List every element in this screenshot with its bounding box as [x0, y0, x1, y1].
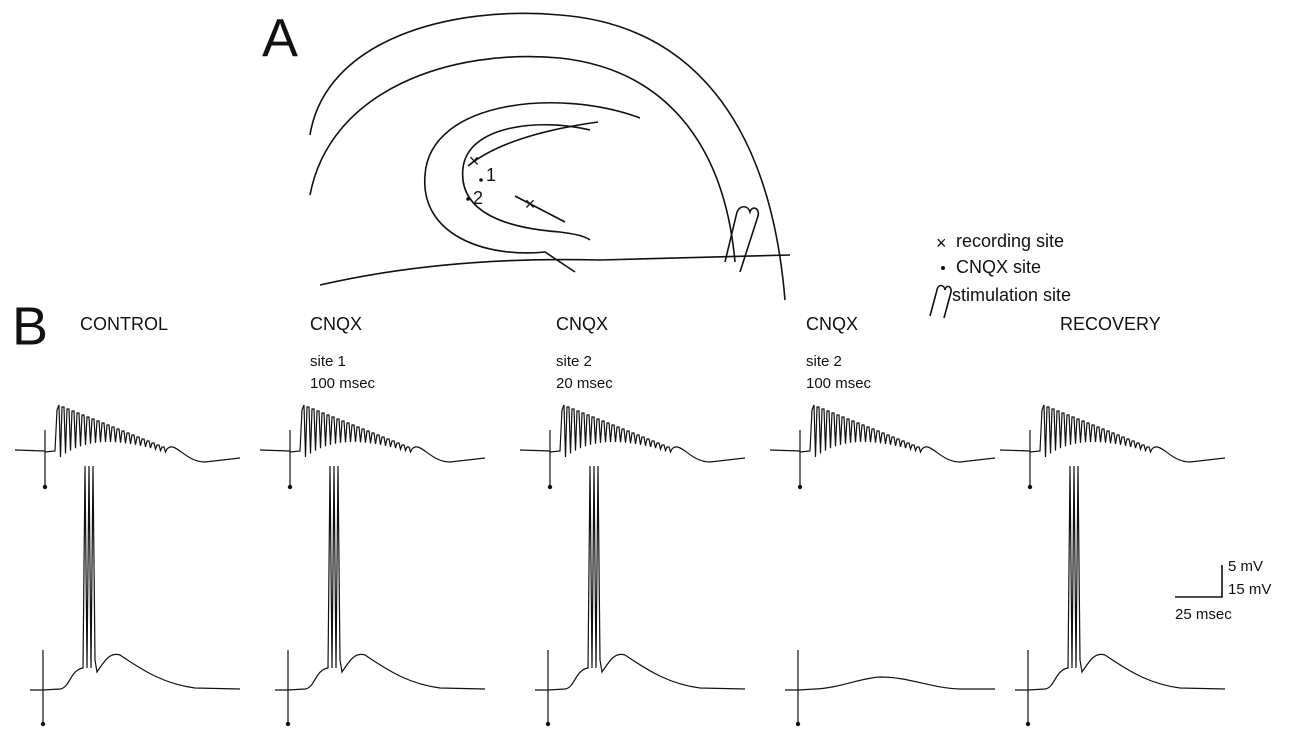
stimulus-marker — [288, 485, 292, 489]
condition-site: site 2 — [556, 353, 592, 370]
field-trace — [30, 466, 240, 722]
legend-label: stimulation site — [952, 285, 1071, 305]
stimulus-marker — [796, 722, 800, 726]
field-trace — [535, 466, 745, 722]
intracellular-trace — [520, 405, 745, 485]
legend-symbol — [930, 286, 951, 319]
legend-label: CNQX site — [956, 257, 1041, 277]
stimulus-marker — [286, 722, 290, 726]
condition-site: site 2 — [806, 353, 842, 370]
intracellular-trace — [1000, 405, 1225, 485]
stimulus-marker — [41, 722, 45, 726]
cnqx-site — [466, 197, 470, 201]
legend-symbol — [941, 266, 945, 270]
field-trace — [785, 650, 995, 722]
intracellular-trace — [15, 405, 240, 485]
condition-title: CNQX — [310, 314, 362, 334]
figure: A × × 1 2 × recording site CNQX site sti… — [0, 0, 1302, 731]
stimulus-marker — [798, 485, 802, 489]
panel-label: A — [262, 8, 298, 68]
condition-title: CONTROL — [80, 314, 168, 334]
intracellular-trace — [770, 405, 995, 485]
condition-site: site 1 — [310, 353, 346, 370]
panel-label: B — [12, 296, 48, 356]
scale-label: 5 mV — [1228, 558, 1263, 575]
condition-title: CNQX — [556, 314, 608, 334]
stimulus-marker — [43, 485, 47, 489]
recording-mark: × — [469, 151, 480, 171]
stimulus-marker — [548, 485, 552, 489]
legend-label: recording site — [956, 231, 1064, 251]
field-trace — [1015, 466, 1225, 722]
legend: × recording site CNQX site stimulation s… — [930, 231, 1071, 318]
legend-symbol: × — [936, 233, 947, 253]
recordings: CONTROL CNQX site 1 100 msec CNQX site 2 20 ms… — [15, 314, 1225, 726]
cnqx-site — [479, 178, 483, 182]
field-trace — [275, 466, 485, 722]
condition-duration: 100 msec — [310, 375, 376, 392]
hippocampus-diagram: × × 1 2 — [310, 13, 790, 300]
recording-mark: × — [525, 194, 536, 214]
condition-duration: 100 msec — [806, 375, 872, 392]
condition-duration: 20 msec — [556, 375, 613, 392]
scale-bar: 5 mV 15 mV 25 msec — [1175, 558, 1271, 623]
site-label: 1 — [486, 165, 496, 185]
condition-title: CNQX — [806, 314, 858, 334]
stimulus-marker — [546, 722, 550, 726]
stimulus-marker — [1026, 722, 1030, 726]
intracellular-trace — [260, 405, 485, 485]
condition-title: RECOVERY — [1060, 314, 1161, 334]
site-label: 2 — [473, 188, 483, 208]
scale-label: 15 mV — [1228, 581, 1271, 598]
stimulus-marker — [1028, 485, 1032, 489]
scale-label: 25 msec — [1175, 606, 1232, 623]
